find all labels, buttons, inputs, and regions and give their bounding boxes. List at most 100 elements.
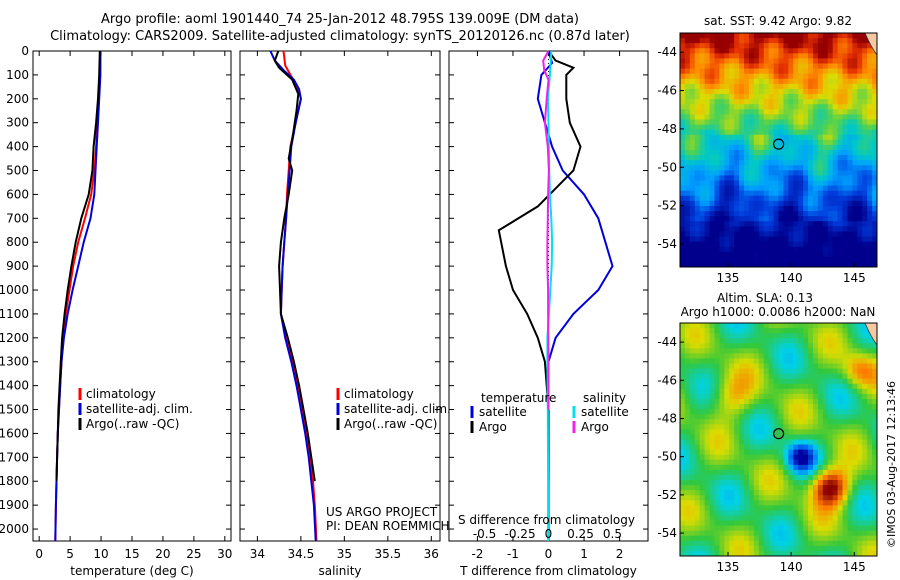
map-cell xyxy=(783,485,789,491)
map-cell xyxy=(798,231,804,237)
map-cell xyxy=(714,363,720,369)
map-cell xyxy=(783,99,789,105)
map-cell xyxy=(753,500,760,506)
map-cell xyxy=(724,398,730,405)
map-cell xyxy=(748,43,755,49)
map-cell xyxy=(694,449,701,456)
map-cell xyxy=(768,343,774,349)
map-cell xyxy=(689,353,696,359)
map-cell xyxy=(842,398,848,405)
panel-frame xyxy=(32,50,232,542)
map-cell xyxy=(872,469,878,476)
map-cell xyxy=(803,261,809,268)
map-cell xyxy=(744,175,750,181)
map-cell xyxy=(680,520,686,527)
map-cell xyxy=(689,129,696,136)
map-cell xyxy=(832,124,838,131)
map-cell xyxy=(714,358,720,364)
map-cell xyxy=(783,190,789,197)
map-cell xyxy=(704,388,710,395)
map-cell xyxy=(808,485,814,491)
map-cell xyxy=(739,398,745,405)
map-cell xyxy=(793,78,799,85)
map-cell xyxy=(808,119,814,125)
map-cell xyxy=(768,419,774,425)
map-cell xyxy=(768,515,774,521)
map-cell xyxy=(704,185,710,192)
map-cell xyxy=(724,190,730,197)
map-cell xyxy=(734,170,740,176)
map-cell xyxy=(739,338,745,344)
map-cell xyxy=(862,328,868,334)
map-cell xyxy=(699,190,706,197)
map-cell xyxy=(753,358,760,364)
map-cell xyxy=(783,358,789,364)
map-cell xyxy=(748,221,755,227)
map-cell xyxy=(812,398,819,405)
map-cell xyxy=(822,180,829,187)
map-cell xyxy=(857,358,863,364)
map-cell xyxy=(734,226,740,232)
map-cell xyxy=(822,129,829,136)
map-cell xyxy=(857,205,863,212)
map-cell xyxy=(699,363,706,369)
map-cell xyxy=(694,150,701,156)
map-cell xyxy=(817,328,824,334)
map-cell xyxy=(867,393,873,400)
map-cell xyxy=(803,236,809,242)
map-cell xyxy=(748,393,755,400)
map-cell xyxy=(729,540,735,547)
map-cell xyxy=(753,155,760,161)
map-cell xyxy=(724,444,730,451)
map-cell xyxy=(763,73,770,80)
map-cell xyxy=(714,170,720,176)
map-cell xyxy=(763,495,770,501)
map-cell xyxy=(753,236,760,242)
map-cell xyxy=(699,333,706,339)
map-cell xyxy=(808,216,814,222)
map-cell xyxy=(729,114,735,120)
map-cell xyxy=(699,419,706,425)
map-cell xyxy=(872,246,878,253)
map-cell xyxy=(773,358,779,364)
map-cell xyxy=(822,195,829,202)
map-cell xyxy=(778,231,784,237)
map-cell xyxy=(758,353,765,359)
map-cell xyxy=(862,155,868,161)
map-cell xyxy=(822,170,829,176)
map-cell xyxy=(778,500,784,506)
map-cell xyxy=(842,83,848,90)
map-cell xyxy=(837,73,843,80)
map-cell xyxy=(680,205,686,212)
map-cell xyxy=(817,144,824,151)
map-cell xyxy=(773,48,779,54)
map-cell xyxy=(862,104,868,110)
x-axis-label: salinity xyxy=(318,564,361,578)
map-cell xyxy=(808,241,814,248)
map-cell xyxy=(827,495,834,501)
map-cell xyxy=(783,43,789,49)
map-cell xyxy=(842,236,848,242)
map-cell xyxy=(867,88,873,95)
map-cell xyxy=(758,195,765,202)
map-cell xyxy=(714,530,720,537)
map-cell xyxy=(680,119,686,125)
map-cell xyxy=(827,348,834,354)
map-cell xyxy=(709,114,715,120)
map-cell xyxy=(788,469,794,476)
map-cell xyxy=(773,550,779,557)
map-cell xyxy=(684,530,691,537)
map-cell xyxy=(763,338,770,344)
map-cell xyxy=(783,414,789,420)
map-cell xyxy=(793,353,799,359)
map-cell xyxy=(832,175,838,181)
map-cell xyxy=(758,474,765,481)
map-cell xyxy=(832,323,838,329)
map-cell xyxy=(847,495,853,501)
map-cell xyxy=(783,464,789,471)
map-cell xyxy=(783,535,789,542)
map-cell xyxy=(763,449,770,456)
map-cell xyxy=(862,58,868,64)
map-cell xyxy=(788,338,794,344)
